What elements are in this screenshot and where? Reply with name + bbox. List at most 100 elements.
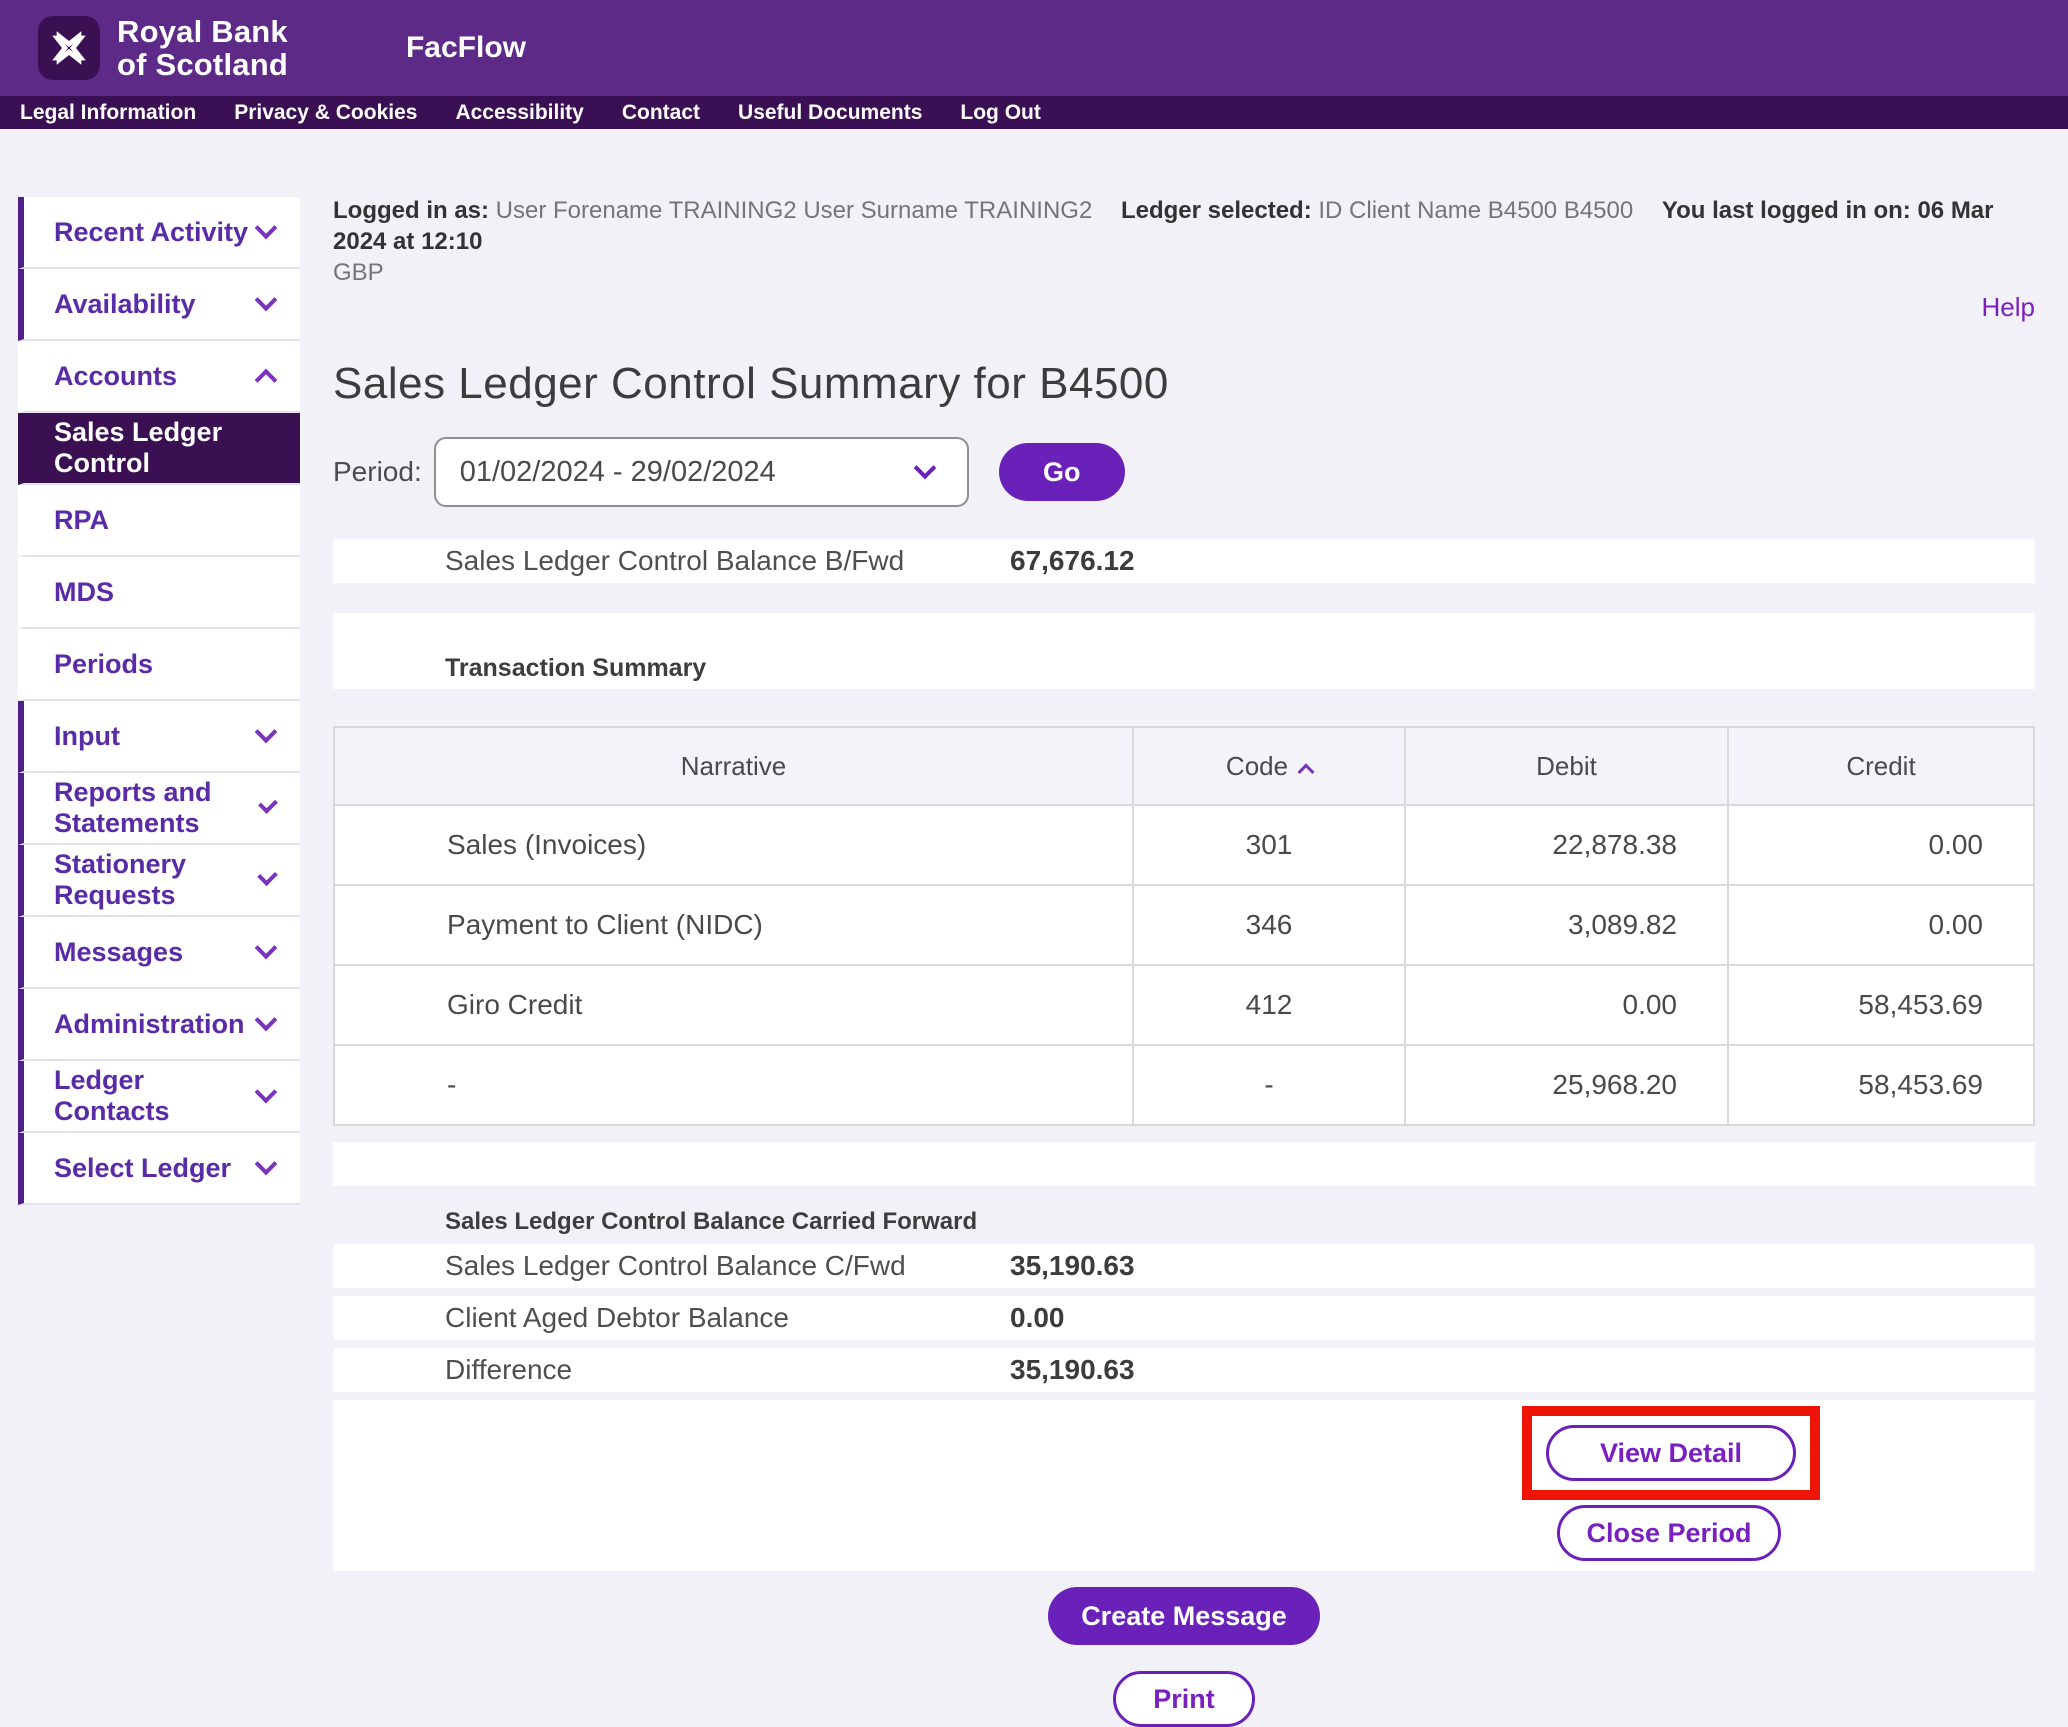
difference-row: Difference 35,190.63 xyxy=(333,1348,2035,1392)
logged-in-as-value: User Forename TRAINING2 User Surname TRA… xyxy=(495,197,1093,224)
app-title: FacFlow xyxy=(405,31,526,64)
sidebar-item-accounts[interactable]: Accounts xyxy=(18,341,300,413)
balance-cfwd-label: Sales Ledger Control Balance C/Fwd xyxy=(445,1250,906,1281)
cell-narrative: Sales (Invoices) xyxy=(333,804,1134,886)
table-row: Payment to Client (NIDC) 346 3,089.82 0.… xyxy=(333,884,2035,966)
rbs-logo-icon xyxy=(38,16,100,80)
sidebar-item-label: Availability xyxy=(54,288,196,319)
last-login: You last logged in on: 06 Mar 2024 at 12… xyxy=(333,197,1994,255)
sidebar-item-label: Input xyxy=(54,720,120,751)
column-header-credit: Credit xyxy=(1727,726,2035,806)
sidebar-item-ledger-contacts[interactable]: Ledger Contacts xyxy=(18,1061,300,1133)
sidebar-item-availability[interactable]: Availability xyxy=(18,269,300,341)
cell-code: - xyxy=(1132,1044,1406,1126)
cell-credit: 0.00 xyxy=(1727,884,2035,966)
client-aged-debtor-row: Client Aged Debtor Balance 0.00 xyxy=(333,1296,2035,1340)
sidebar-item-label: Periods xyxy=(54,648,154,679)
sidebar-item-administration[interactable]: Administration xyxy=(18,989,300,1061)
balance-bfwd-label: Sales Ledger Control Balance B/Fwd xyxy=(445,545,905,576)
sidebar-item-label: Messages xyxy=(54,936,184,967)
table-row-totals: - - 25,968.20 58,453.69 xyxy=(333,1044,2035,1126)
column-header-narrative: Narrative xyxy=(333,726,1134,806)
chevron-down-icon xyxy=(913,456,937,480)
nav-link-privacy-cookies[interactable]: Privacy & Cookies xyxy=(234,100,418,124)
sidebar-item-select-ledger[interactable]: Select Ledger xyxy=(18,1133,300,1205)
cell-narrative: Payment to Client (NIDC) xyxy=(333,884,1134,966)
bottom-actions: Create Message Print xyxy=(333,1587,2035,1727)
cell-credit: 0.00 xyxy=(1727,804,2035,886)
cell-credit: 58,453.69 xyxy=(1727,1044,2035,1126)
ledger-selected: Ledger selected: ID Client Name B4500 B4… xyxy=(1121,197,1633,224)
chevron-down-icon xyxy=(254,1152,278,1176)
sidebar-item-rpa[interactable]: RPA xyxy=(18,485,300,557)
view-detail-button[interactable]: View Detail xyxy=(1546,1425,1796,1481)
nav-link-contact[interactable]: Contact xyxy=(621,100,701,124)
sidebar-item-label: MDS xyxy=(54,576,114,607)
nav-link-accessibility[interactable]: Accessibility xyxy=(455,100,584,124)
client-aged-debtor-value: 0.00 xyxy=(1010,1302,1065,1333)
utility-nav: Legal Information Privacy & Cookies Acce… xyxy=(0,96,2068,129)
cell-debit: 0.00 xyxy=(1404,964,1729,1046)
ledger-selected-label: Ledger selected: xyxy=(1120,197,1312,224)
sidebar-item-label: Recent Activity xyxy=(54,216,249,247)
period-select[interactable]: 01/02/2024 - 29/02/2024 xyxy=(433,437,969,507)
period-label: Period: xyxy=(333,456,422,487)
sidebar-item-mds[interactable]: MDS xyxy=(18,557,300,629)
nav-link-useful-documents[interactable]: Useful Documents xyxy=(738,100,923,124)
column-header-debit: Debit xyxy=(1404,726,1729,806)
transaction-summary-heading: Transaction Summary xyxy=(445,654,707,682)
column-header-code[interactable]: Code xyxy=(1132,726,1406,806)
session-info: Logged in as: User Forename TRAINING2 Us… xyxy=(333,195,2035,288)
difference-value: 35,190.63 xyxy=(1010,1354,1135,1385)
go-button[interactable]: Go xyxy=(998,443,1125,501)
client-aged-debtor-label: Client Aged Debtor Balance xyxy=(445,1302,789,1333)
actions-panel: View Detail Close Period xyxy=(333,1400,2035,1571)
transaction-summary-panel: Transaction Summary xyxy=(333,613,2035,689)
sidebar: Recent Activity Availability Accounts Sa… xyxy=(18,197,300,1205)
difference-label: Difference xyxy=(445,1354,573,1385)
help-link[interactable]: Help xyxy=(1981,292,2035,322)
ledger-selected-value: ID Client Name B4500 B4500 xyxy=(1318,197,1634,224)
chevron-down-icon xyxy=(254,1008,278,1032)
cell-debit: 3,089.82 xyxy=(1404,884,1729,966)
table-row: Sales (Invoices) 301 22,878.38 0.00 xyxy=(333,804,2035,886)
session-currency: GBP xyxy=(333,259,384,286)
sidebar-item-label: RPA xyxy=(54,504,110,535)
create-message-button[interactable]: Create Message xyxy=(1048,1587,1320,1645)
sidebar-item-label: Reports and Statements xyxy=(54,777,212,838)
sidebar-item-sales-ledger-control[interactable]: Sales Ledger Control xyxy=(18,413,300,485)
main-content: Logged in as: User Forename TRAINING2 Us… xyxy=(333,195,2035,1727)
sidebar-item-recent-activity[interactable]: Recent Activity xyxy=(18,197,300,269)
table-header-row: Narrative Code Debit Credit xyxy=(333,726,2035,806)
nav-link-log-out[interactable]: Log Out xyxy=(960,100,1041,124)
help-row: Help xyxy=(333,292,2035,323)
cell-code: 412 xyxy=(1132,964,1406,1046)
sidebar-item-periods[interactable]: Periods xyxy=(18,629,300,701)
chevron-down-icon xyxy=(254,288,278,312)
nav-link-legal-information[interactable]: Legal Information xyxy=(20,100,197,124)
cell-code: 346 xyxy=(1132,884,1406,966)
last-login-value: 06 Mar 2024 at 12:10 xyxy=(333,197,1994,255)
balance-bfwd-row: Sales Ledger Control Balance B/Fwd 67,67… xyxy=(333,539,2035,583)
column-header-code-label: Code xyxy=(1225,750,1289,781)
sidebar-item-stationery-requests[interactable]: Stationery Requests xyxy=(18,845,300,917)
chevron-down-icon xyxy=(254,216,278,240)
period-select-value: 01/02/2024 - 29/02/2024 xyxy=(459,455,776,488)
cell-narrative: Giro Credit xyxy=(333,964,1134,1046)
print-button[interactable]: Print xyxy=(1113,1671,1255,1727)
sidebar-item-label: Accounts xyxy=(54,360,178,391)
cell-narrative: - xyxy=(333,1044,1134,1126)
sidebar-item-label: Select Ledger xyxy=(54,1152,232,1183)
sidebar-item-label: Sales Ledger Control xyxy=(54,417,223,478)
sidebar-item-reports-and-statements[interactable]: Reports and Statements xyxy=(18,773,300,845)
sort-ascending-icon xyxy=(1297,762,1315,780)
chevron-down-icon xyxy=(254,720,278,744)
sidebar-item-messages[interactable]: Messages xyxy=(18,917,300,989)
cell-debit: 22,878.38 xyxy=(1404,804,1729,886)
close-period-button[interactable]: Close Period xyxy=(1557,1505,1781,1561)
chevron-up-icon xyxy=(254,368,278,392)
sidebar-item-input[interactable]: Input xyxy=(18,701,300,773)
last-login-label: You last logged in on: xyxy=(1661,197,1911,224)
highlight-box: View Detail xyxy=(1522,1406,1820,1500)
logged-in-as: Logged in as: User Forename TRAINING2 Us… xyxy=(333,197,1092,224)
